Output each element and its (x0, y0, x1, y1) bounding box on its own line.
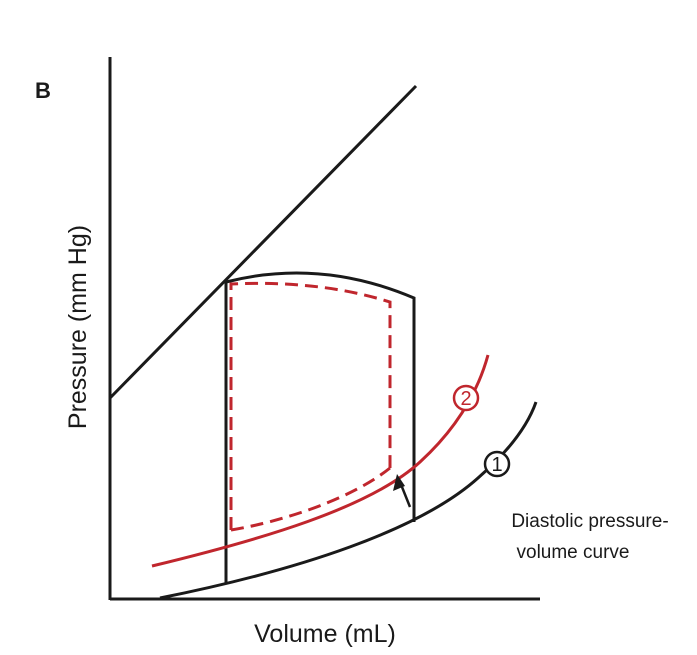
pv-loop-2-dashed-filling (230, 466, 391, 532)
curve-2-marker (452, 384, 480, 412)
x-axis-label: Volume (mL) (254, 620, 396, 648)
annotation-line-2: volume curve (517, 542, 630, 563)
y-axis-label: Pressure (mm Hg) (64, 225, 92, 429)
diastolic-curve-1 (159, 401, 538, 600)
diastolic-curve-2 (151, 354, 490, 568)
annotation-line-1: Diastolic pressure- (511, 511, 668, 532)
curve-1-marker (483, 450, 511, 478)
pv-loop-1 (224, 271, 416, 583)
end-systolic-pressure-volume-line (108, 84, 418, 400)
panel-letter: B (35, 78, 51, 103)
curve-2-number: 2 (460, 388, 471, 410)
curve-1-number: 1 (491, 454, 502, 476)
pv-loop-2-dashed (229, 281, 392, 530)
shift-arrow-icon (393, 474, 405, 491)
